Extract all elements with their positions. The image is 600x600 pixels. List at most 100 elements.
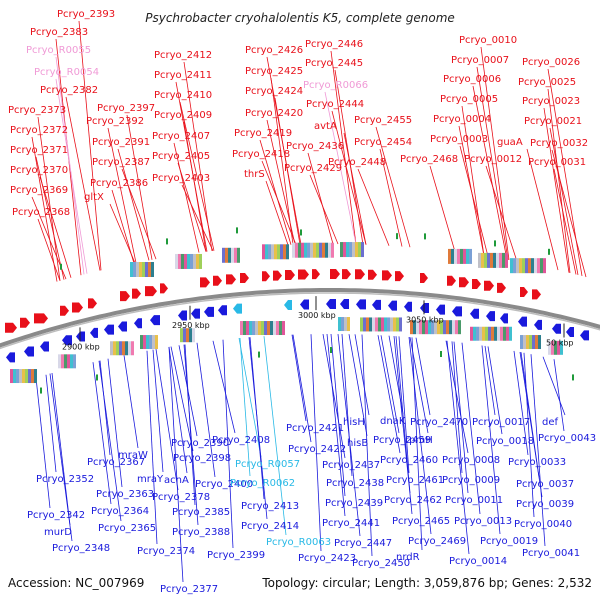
gene-label[interactable]: hisH [343,417,365,428]
gene-label[interactable]: Pcryo_2418 [232,149,290,160]
gene-label[interactable]: thrS [244,169,265,180]
gene-label[interactable]: Pcryo_2461 [386,475,444,486]
gene-label[interactable]: Pcryo_2439 [325,498,383,509]
gene-label[interactable]: hisB [347,438,368,449]
gene-label[interactable]: Pcryo_2363 [96,489,154,500]
gene-label[interactable]: Pcryo_2409 [154,110,212,121]
gene-label[interactable]: Pcryo_R0063 [266,537,331,548]
gene-label[interactable]: Pcryo_2425 [245,66,303,77]
gene-label[interactable]: Pcryo_0041 [522,548,580,559]
gene-label[interactable]: acnA [164,475,189,486]
gene-label[interactable]: Pcryo_0019 [480,536,538,547]
gene-label[interactable]: Pcryo_2373 [8,105,66,116]
gene-label[interactable]: Pcryo_2386 [90,178,148,189]
gene-label[interactable]: Pcryo_0007 [451,55,509,66]
gene-label[interactable]: rpmH [405,435,433,446]
gene-label[interactable]: guaA [497,137,523,148]
gene-label[interactable]: mraW [118,450,148,461]
gene-label[interactable]: nrdR [396,552,420,563]
gene-label[interactable]: Pcryo_2372 [10,125,68,136]
gene-label[interactable]: Pcryo_2444 [306,99,364,110]
gene-label[interactable]: Pcryo_2424 [245,86,303,97]
gene-label[interactable]: Pcryo_2369 [10,185,68,196]
gene-label[interactable]: Pcryo_2462 [384,495,442,506]
gene-label[interactable]: Pcryo_2403 [152,173,210,184]
gene-label[interactable]: Pcryo_2437 [322,460,380,471]
gene-label[interactable]: Pcryo_2371 [10,145,68,156]
gene-label[interactable]: Pcryo_2405 [152,151,210,162]
gene-label[interactable]: Pcryo_2429 [284,163,342,174]
gene-label[interactable]: Pcryo_2438 [326,478,384,489]
gene-label[interactable]: Pcryo_2411 [154,70,212,81]
gene-label[interactable]: Pcryo_2419 [234,128,292,139]
gene-label[interactable]: Pcryo_2465 [392,516,450,527]
gene-label[interactable]: Pcryo_2383 [30,27,88,38]
gene-label[interactable]: Pcryo_2378 [152,492,210,503]
gene-label[interactable]: Pcryo_0013 [454,516,512,527]
gene-label[interactable]: Pcryo_2468 [400,154,458,165]
gene-label[interactable]: Pcryo_0037 [516,479,574,490]
gene-label[interactable]: Pcryo_2342 [27,510,85,521]
gene-label[interactable]: Pcryo_0043 [538,433,596,444]
gene-label[interactable]: Pcryo_2367 [87,457,145,468]
gene-label[interactable]: Pcryo_2391 [92,137,150,148]
gene-label[interactable]: Pcryo_0026 [522,57,580,68]
gene-label[interactable]: Pcryo_0014 [449,556,507,567]
gene-label[interactable]: Pcryo_2393 [57,9,115,20]
gene-label[interactable]: Pcryo_2421 [286,423,344,434]
gene-label[interactable]: Pcryo_2454 [354,137,412,148]
gene-label[interactable]: Pcryo_0011 [445,495,503,506]
gene-label[interactable]: Pcryo_0039 [516,499,574,510]
gene-label[interactable]: Pcryo_0003 [430,134,488,145]
gene-label[interactable]: Pcryo_2412 [154,50,212,61]
gene-label[interactable]: murD [44,527,72,538]
gene-label[interactable]: Pcryo_2398 [173,453,231,464]
gene-label[interactable]: Pcryo_2455 [354,115,412,126]
gene-label[interactable]: Pcryo_2436 [286,141,344,152]
gene-label[interactable]: Pcryo_2469 [408,536,466,547]
gene-label[interactable]: Pcryo_0012 [464,154,522,165]
gene-label[interactable]: Pcryo_2397 [97,103,155,114]
gene-label[interactable]: Pcryo_2407 [152,131,210,142]
gene-label[interactable]: Pcryo_2365 [98,523,156,534]
gene-label[interactable]: Pcryo_2450 [352,558,410,569]
gene-label[interactable]: Pcryo_0010 [459,35,517,46]
gene-label[interactable]: Pcryo_0018 [476,436,534,447]
gene-label[interactable]: gltX [84,192,104,203]
gene-label[interactable]: Pcryo_0004 [433,114,491,125]
gene-label[interactable]: Pcryo_2352 [36,474,94,485]
gene-label[interactable]: dnaK [380,416,406,427]
gene-label[interactable]: Pcryo_R0062 [230,478,295,489]
gene-label[interactable]: Pcryo_2382 [40,85,98,96]
gene-label[interactable]: Pcryo_2459 [373,435,431,446]
gene-label[interactable]: Pcryo_2422 [288,444,346,455]
gene-label[interactable]: Pcryo_2370 [10,165,68,176]
gene-label[interactable]: Pcryo_R0054 [34,67,99,78]
gene-label[interactable]: Pcryo_2374 [137,546,195,557]
gene-label[interactable]: Pcryo_2390 [171,438,229,449]
gene-label[interactable]: Pcryo_2348 [52,543,110,554]
gene-label[interactable]: Pcryo_2448 [328,157,386,168]
gene-label[interactable]: Pcryo_0025 [518,77,576,88]
gene-label[interactable]: Pcryo_2446 [305,39,363,50]
gene-label[interactable]: avtA [314,121,337,132]
gene-label[interactable]: Pcryo_2377 [160,584,218,595]
gene-label[interactable]: Pcryo_0032 [530,138,588,149]
gene-label[interactable]: Pcryo_2447 [334,538,392,549]
gene-label[interactable]: Pcryo_0040 [514,519,572,530]
gene-label[interactable]: Pcryo_2441 [322,518,380,529]
gene-label[interactable]: Pcryo_2470 [410,417,468,428]
gene-label[interactable]: Pcryo_2400 [195,479,253,490]
gene-label[interactable]: Pcryo_2413 [241,501,299,512]
gene-label[interactable]: Pcryo_0008 [442,455,500,466]
gene-label[interactable]: Pcryo_R0055 [26,45,91,56]
gene-label[interactable]: Pcryo_2387 [92,157,150,168]
gene-label[interactable]: Pcryo_2392 [86,116,144,127]
gene-label[interactable]: Pcryo_0023 [522,96,580,107]
gene-label[interactable]: def [542,417,559,428]
gene-label[interactable]: Pcryo_0009 [442,475,500,486]
gene-label[interactable]: Pcryo_0006 [443,74,501,85]
gene-label[interactable]: Pcryo_0005 [440,94,498,105]
gene-label[interactable]: Pcryo_2460 [380,455,438,466]
gene-label[interactable]: Pcryo_2410 [154,90,212,101]
